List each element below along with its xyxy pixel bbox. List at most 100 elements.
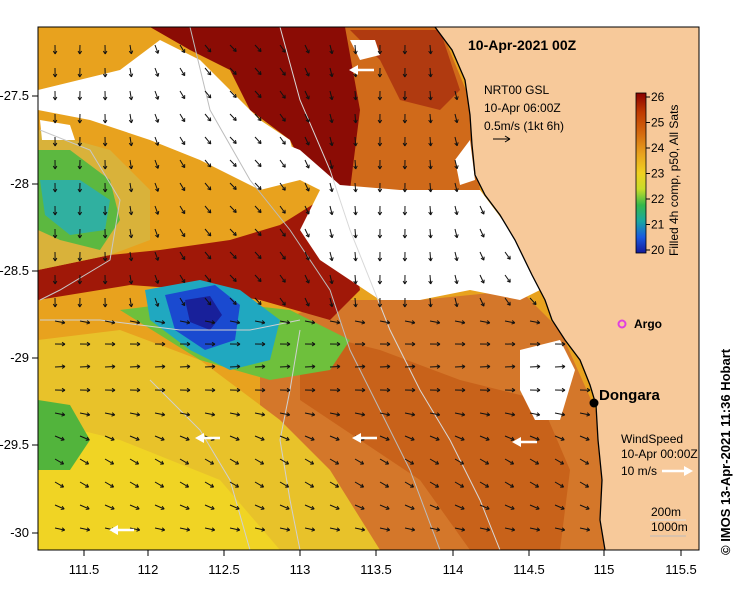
current-vector-head bbox=[61, 412, 66, 417]
current-vector-head bbox=[102, 211, 108, 216]
x-tick-label: 114 bbox=[443, 562, 464, 577]
current-vector-head bbox=[155, 210, 160, 215]
current-vector bbox=[304, 320, 315, 324]
current-vector bbox=[354, 527, 365, 531]
current-vector-head bbox=[461, 412, 466, 417]
sst-yellow-south-2 bbox=[38, 420, 280, 550]
current-vector-head bbox=[286, 412, 291, 417]
current-vector-head bbox=[454, 211, 459, 216]
current-vector-head bbox=[232, 47, 237, 52]
current-vector-head bbox=[305, 95, 310, 100]
current-vector-head bbox=[155, 233, 160, 238]
current-vector-head bbox=[52, 188, 58, 193]
current-vector bbox=[129, 458, 139, 465]
current-vector-head bbox=[506, 301, 511, 306]
current-vector bbox=[279, 504, 290, 510]
current-vector-head bbox=[586, 387, 591, 393]
current-vector-head bbox=[155, 256, 160, 261]
current-vector-head bbox=[585, 483, 590, 488]
current-vector bbox=[79, 527, 90, 531]
current-vector-head bbox=[436, 412, 441, 417]
current-vector-head bbox=[536, 341, 541, 347]
current-vector bbox=[454, 435, 465, 441]
current-vector bbox=[379, 481, 389, 488]
current-vector-head bbox=[460, 460, 465, 465]
current-vector bbox=[329, 251, 333, 261]
current-vector bbox=[229, 504, 240, 510]
current-vector bbox=[229, 90, 237, 98]
current-vector-head bbox=[261, 364, 266, 369]
credit-text: © IMOS 13-Apr-2021 11:36 Hobart bbox=[718, 348, 733, 555]
current-vector-head bbox=[305, 49, 310, 54]
current-vector bbox=[154, 297, 159, 307]
current-vector bbox=[279, 228, 286, 237]
current-vector bbox=[154, 251, 159, 261]
current-vector-head bbox=[128, 96, 134, 101]
current-vector-head bbox=[232, 139, 237, 144]
current-vector bbox=[429, 274, 432, 285]
current-vector-head bbox=[102, 73, 108, 78]
current-vector-head bbox=[560, 460, 565, 465]
current-vector bbox=[529, 481, 539, 488]
current-vector bbox=[54, 527, 65, 531]
current-vector bbox=[429, 297, 432, 308]
current-vector bbox=[204, 159, 212, 168]
current-vector-head bbox=[286, 320, 291, 325]
map-title: 10-Apr-2021 00Z bbox=[468, 37, 577, 53]
x-tick-label: 113 bbox=[290, 562, 311, 577]
current-vector-head bbox=[411, 387, 416, 393]
current-vector-head bbox=[454, 257, 459, 262]
current-vector bbox=[329, 159, 333, 169]
current-vector-head bbox=[102, 165, 108, 170]
current-vector bbox=[79, 412, 90, 416]
current-vector-head bbox=[232, 93, 237, 98]
current-vector-head bbox=[454, 234, 459, 239]
current-vector-head bbox=[155, 118, 160, 123]
current-vector bbox=[129, 159, 132, 169]
current-vector bbox=[54, 412, 65, 416]
current-vector-head bbox=[353, 211, 358, 216]
current-vector-head bbox=[207, 117, 212, 122]
current-vector bbox=[179, 159, 186, 168]
current-vector bbox=[54, 481, 64, 488]
current-vector-head bbox=[329, 234, 334, 239]
current-vector-head bbox=[386, 364, 391, 369]
current-vector-head bbox=[128, 188, 134, 193]
current-vector-head bbox=[128, 73, 134, 78]
dongara-label: Dongara bbox=[599, 387, 661, 404]
current-vector-head bbox=[386, 341, 391, 347]
argo-marker: Argo bbox=[617, 317, 662, 331]
current-vector-head bbox=[261, 527, 266, 532]
colorbar-tick-label: 22 bbox=[651, 192, 665, 206]
current-vector-head bbox=[77, 234, 83, 239]
current-vector bbox=[554, 527, 565, 531]
current-vector-head bbox=[257, 232, 262, 237]
current-vector bbox=[329, 412, 340, 416]
current-vector bbox=[579, 458, 589, 465]
current-vector-head bbox=[335, 436, 340, 441]
wind-legend-line1: WindSpeed bbox=[621, 432, 683, 446]
current-vector-head bbox=[536, 320, 541, 325]
current-vector bbox=[429, 67, 432, 78]
current-vector-head bbox=[186, 387, 191, 393]
current-vector bbox=[279, 205, 286, 214]
current-vector-head bbox=[510, 505, 515, 510]
current-vector-head bbox=[211, 412, 216, 417]
current-vector-head bbox=[61, 320, 66, 325]
current-vector-head bbox=[281, 232, 286, 237]
colorbar-tick-label: 24 bbox=[651, 141, 665, 155]
contour-west bbox=[40, 319, 301, 331]
current-vector-head bbox=[60, 483, 65, 488]
current-vector bbox=[129, 504, 140, 510]
sst-cyan-west bbox=[40, 180, 110, 235]
wind-vector-head bbox=[109, 525, 118, 535]
current-vector-head bbox=[257, 140, 262, 145]
current-vector-head bbox=[402, 280, 408, 285]
wind-vector-head bbox=[512, 437, 521, 447]
current-vector-head bbox=[286, 527, 291, 532]
current-vector-head bbox=[485, 505, 490, 510]
current-vector bbox=[229, 113, 237, 121]
current-vector-head bbox=[336, 320, 341, 325]
current-vector-head bbox=[207, 48, 212, 53]
current-vector-head bbox=[361, 320, 366, 325]
